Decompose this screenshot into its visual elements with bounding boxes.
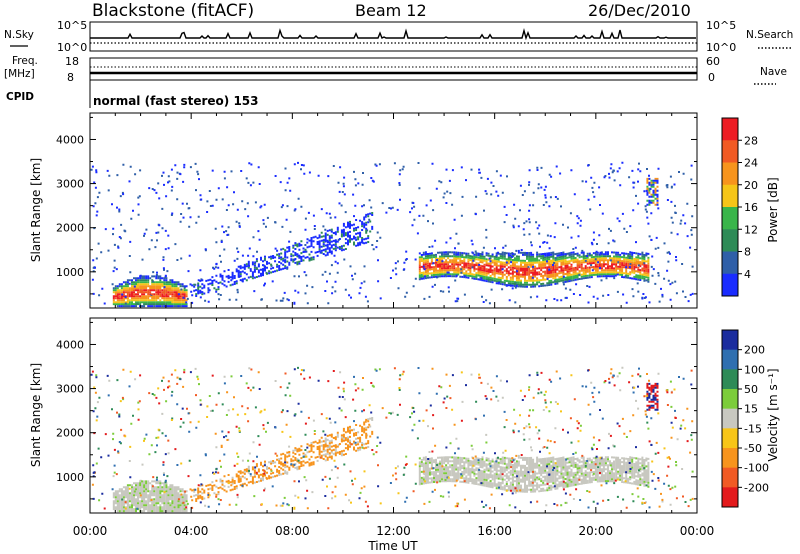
colorbar-tick-label: 50 (744, 383, 758, 396)
freq-unit: [MHz] (4, 68, 35, 80)
heat-cells (91, 161, 694, 308)
colorbar-swatch (722, 251, 738, 275)
velocity-heatmap (90, 366, 694, 513)
power-colorbar: 4 8 12 16 20 24 28 (721, 117, 758, 297)
colorbar-swatch (722, 369, 738, 390)
station-title: Blackstone (fitACF) (92, 1, 254, 21)
colorbar-swatch (722, 207, 738, 230)
x-tick-label: 12:00 (376, 524, 411, 538)
nsky-label: N.Sky (4, 29, 34, 41)
nsky-line (90, 28, 696, 41)
colorbar-tick-label: 4 (744, 268, 751, 281)
y-tick-label: 1000 (56, 266, 84, 279)
freq-tick-top: 18 (65, 55, 79, 68)
power-xticks (89, 113, 698, 308)
y-tick-label: 2000 (56, 427, 84, 440)
colorbar-swatch (722, 487, 738, 508)
power-cbar-label: Power [dB] (766, 177, 780, 242)
x-tick-label: 04:00 (174, 524, 209, 538)
freq-panel: Freq. [MHz] 18 8 60 0 Nave (4, 55, 787, 85)
colorbar-tick-label: -100 (744, 462, 769, 475)
colorbar-swatch (722, 229, 738, 252)
colorbar-tick-label: 15 (744, 403, 758, 416)
velocity-xticks (89, 318, 698, 513)
colorbar-tick-label: 100 (744, 363, 765, 376)
nsky-panel: N.Sky 10^5 10^0 10^5 10^0 N.Search (4, 19, 793, 54)
y-tick-label: 1000 (56, 471, 84, 484)
power-ylabel: Slant Range [km] (29, 158, 43, 262)
y-tick-label: 3000 (56, 383, 84, 396)
cpid-text: normal (fast stereo) 153 (93, 94, 259, 108)
colorbar-swatch (722, 118, 738, 141)
colorbar-tick-label: -15 (744, 422, 762, 435)
x-axis-label: Time UT (367, 539, 418, 553)
power-heatmap (90, 161, 694, 308)
colorbar-tick-label: 12 (744, 223, 758, 236)
nsearch-label: N.Search (746, 29, 793, 41)
colorbar-tick-label: 28 (744, 134, 758, 147)
colorbar-tick-label: 16 (744, 201, 758, 214)
velocity-panel: 1000 2000 3000 4000 Slant Range [km] (29, 317, 698, 514)
x-tick-label: 20:00 (579, 524, 614, 538)
colorbar-swatch (722, 389, 738, 410)
power-yticks: 1000 2000 3000 4000 (56, 116, 697, 295)
colorbar-tick-label: 20 (744, 179, 758, 192)
x-tick-label: 00:00 (680, 524, 715, 538)
colorbar-swatch (722, 184, 738, 208)
nave-tick-bottom: 0 (708, 71, 715, 84)
y-tick-label: 4000 (56, 338, 84, 351)
colorbar-swatch (722, 428, 738, 449)
x-tick-label: 08:00 (275, 524, 310, 538)
cpid-label: CPID (6, 91, 34, 103)
heat-cells (112, 257, 650, 304)
y-tick-label: 2000 (56, 222, 84, 235)
velocity-colorbar: 200 100 50 15 -15 -50 -100 -200 (721, 329, 769, 508)
nave-tick-top: 60 (706, 55, 720, 68)
colorbar-tick-label: -50 (744, 442, 762, 455)
y-tick-label: 4000 (56, 133, 84, 146)
nsky-tick-bottom: 10^0 (57, 41, 87, 54)
colorbar-swatch (722, 162, 738, 186)
colorbar-tick-label: 8 (744, 246, 751, 259)
colorbar-swatch (722, 467, 738, 488)
colorbar-swatch (722, 349, 738, 370)
colorbar-tick-label: 24 (744, 157, 758, 170)
colorbar-swatch (722, 273, 738, 297)
y-tick-label: 3000 (56, 178, 84, 191)
colorbar-swatch (722, 140, 738, 163)
heat-cells (112, 261, 650, 300)
heat-cells (96, 366, 684, 513)
x-tick-label: 16:00 (477, 524, 512, 538)
nsky-trace (90, 28, 697, 44)
nsearch-tick-top: 10^5 (706, 19, 736, 32)
nsky-tick-top: 10^5 (57, 19, 87, 32)
nave-label: Nave (760, 66, 787, 78)
velocity-yticks: 1000 2000 3000 4000 (56, 321, 697, 500)
colorbar-swatch (722, 448, 738, 469)
date-title: 26/Dec/2010 (588, 1, 691, 20)
beam-title: Beam 12 (355, 1, 427, 20)
colorbar-frame (721, 329, 739, 508)
velocity-ylabel: Slant Range [km] (29, 363, 43, 467)
heat-cells (114, 261, 650, 300)
colorbar-swatch (722, 330, 738, 351)
freq-tick-bottom: 8 (67, 71, 74, 84)
power-panel: 1000 2000 3000 4000 Slant Range [km] (29, 112, 698, 309)
x-tick-label: 00:00 (73, 524, 108, 538)
colorbar-swatch (722, 408, 738, 429)
x-tick-labels: 00:00 04:00 08:00 12:00 16:00 20:00 00:00 (73, 524, 715, 538)
nsearch-tick-bottom: 10^0 (706, 41, 736, 54)
colorbar-tick-label: -200 (744, 481, 769, 494)
velocity-cbar-label: Velocity [m s⁻¹] (766, 368, 780, 461)
heat-cells (114, 212, 650, 306)
freq-label: Freq. (12, 55, 38, 67)
colorbar-tick-label: 200 (744, 344, 765, 357)
heat-cells (112, 177, 659, 302)
